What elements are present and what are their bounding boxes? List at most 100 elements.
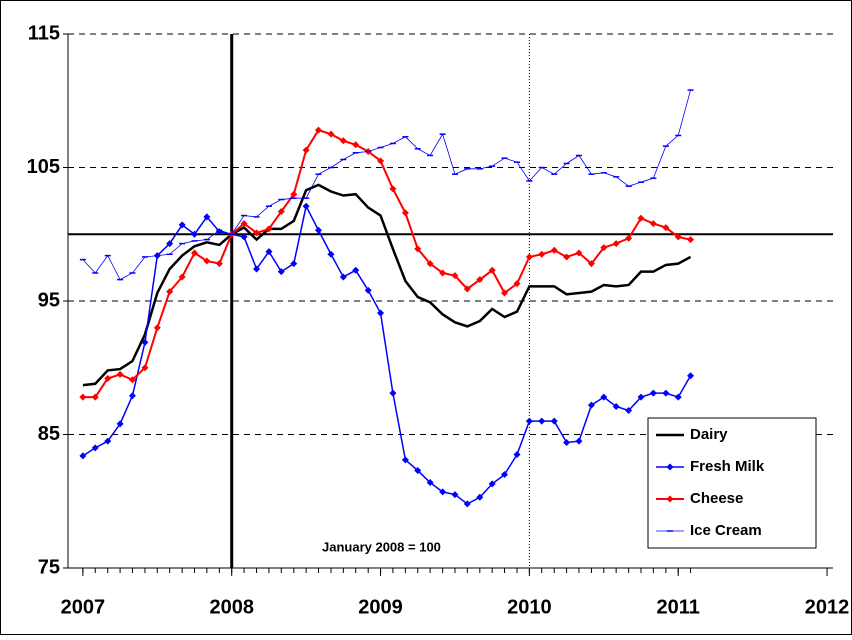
marker [116,370,124,378]
marker [525,253,533,261]
marker [128,376,136,384]
legend-box [647,417,817,549]
marker [687,236,695,244]
marker [128,392,136,400]
y-tick-label: 105 [27,156,60,178]
marker [439,269,447,277]
marker [476,493,484,501]
marker [538,250,546,258]
marker [265,248,273,256]
marker [339,137,347,145]
marker [451,272,459,280]
marker [637,214,645,222]
marker [575,437,583,445]
marker [662,389,670,397]
marker [240,220,248,228]
marker [290,190,298,198]
marker [463,500,471,508]
marker [91,393,99,401]
marker [649,389,657,397]
marker [666,495,674,503]
marker [327,130,335,138]
marker [401,456,409,464]
marker [463,285,471,293]
marker [612,240,620,248]
marker [166,240,174,248]
marker [674,233,682,241]
marker [91,444,99,452]
marker [501,471,509,479]
x-tick-label: 2011 [657,596,700,618]
marker [389,185,397,193]
legend-label: Fresh Milk [690,458,765,475]
marker [674,393,682,401]
marker [612,402,620,410]
legend-label: Dairy [690,426,728,443]
marker [439,488,447,496]
marker [191,230,199,238]
marker [625,234,633,242]
marker [253,265,261,273]
marker [314,126,322,134]
marker [116,420,124,428]
marker [451,491,459,499]
marker [79,452,87,460]
marker [339,273,347,281]
marker [426,479,434,487]
marker [327,250,335,258]
marker [587,401,595,409]
marker [265,225,273,233]
marker [488,266,496,274]
marker [649,220,657,228]
marker [575,249,583,257]
marker [600,244,608,252]
marker [153,324,161,332]
legend-label: Cheese [690,490,743,507]
series-line [82,204,692,505]
marker [290,260,298,268]
marker [178,273,186,281]
marker [550,417,558,425]
marker [314,226,322,234]
marker [253,229,261,237]
marker [104,437,112,445]
annotation: January 2008 = 100 [322,539,441,554]
marker [178,221,186,229]
x-tick-label: 2012 [805,596,850,618]
marker [538,417,546,425]
y-tick-label: 95 [38,289,60,311]
marker [637,393,645,401]
marker [687,372,695,380]
marker [302,146,310,154]
marker [104,374,112,382]
marker [302,202,310,210]
marker [364,286,372,294]
marker [666,463,674,471]
marker [277,268,285,276]
marker [215,260,223,268]
series-line [82,183,692,387]
marker [662,224,670,232]
x-tick-label: 2007 [61,596,106,618]
marker [563,439,571,447]
x-tick-label: 2010 [507,596,552,618]
marker [587,260,595,268]
marker [352,266,360,274]
marker [525,417,533,425]
marker [191,249,199,257]
marker [501,289,509,297]
marker [203,257,211,265]
marker [240,233,248,241]
marker [488,480,496,488]
legend: Dairy Fresh Milk Cheese Ice Cream [647,417,817,549]
y-tick-label: 115 [28,22,60,44]
marker [426,260,434,268]
marker [513,451,521,459]
marker [513,280,521,288]
marker [141,338,149,346]
marker [414,245,422,253]
marker [550,246,558,254]
marker [401,209,409,217]
marker [625,406,633,414]
